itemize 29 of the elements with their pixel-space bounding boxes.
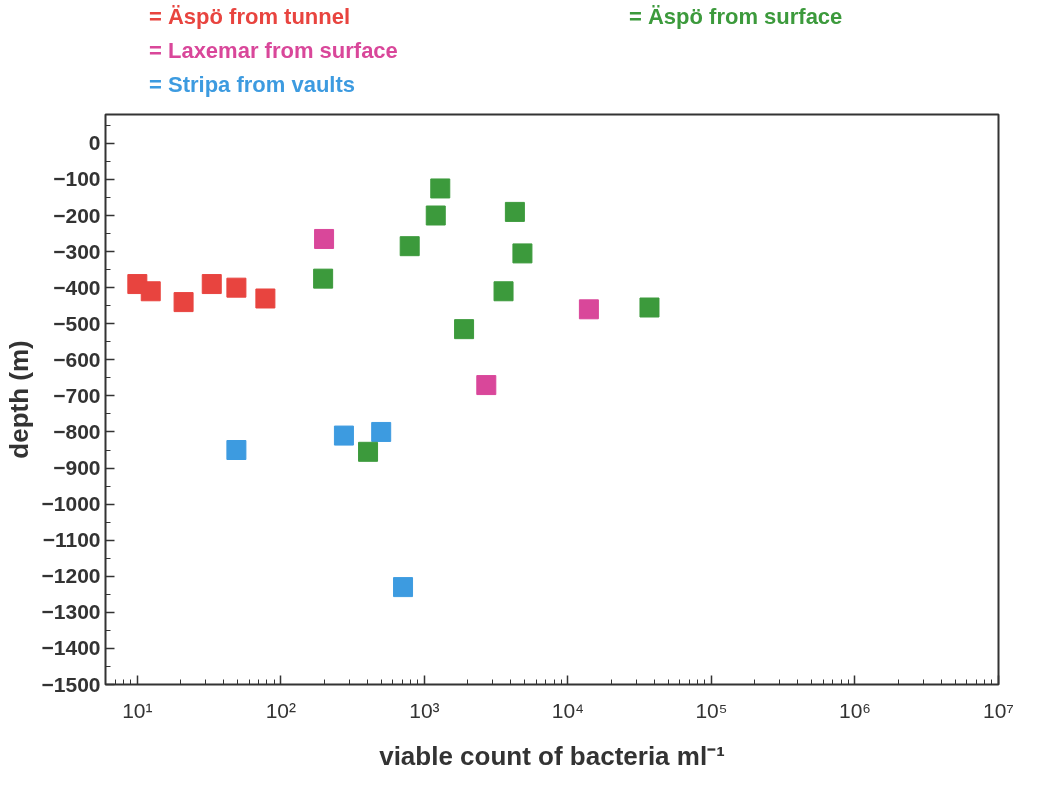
- x-tick-label: 10⁴: [551, 698, 585, 722]
- y-tick-label: −1300: [41, 600, 101, 624]
- text: = Laxemar from surface: [149, 38, 398, 64]
- y-tick-label: −300: [53, 239, 101, 263]
- y-tick-label: −600: [53, 347, 101, 371]
- x-tick-label: 10⁷: [983, 698, 1014, 722]
- y-tick-label: −900: [53, 456, 101, 480]
- x-tick-label: 10¹: [122, 698, 153, 722]
- y-tick-label: 0: [88, 131, 101, 155]
- x-tick-label: 10²: [265, 698, 297, 722]
- y-tick-label: −400: [53, 275, 101, 299]
- text: = Stripa from vaults: [149, 72, 356, 98]
- y-tick-label: −1500: [41, 672, 101, 696]
- y-tick-label: −1000: [41, 492, 101, 516]
- text: = Äspö from tunnel: [149, 4, 351, 30]
- text: = Äspö from surface: [629, 4, 843, 30]
- y-tick-label: −800: [53, 419, 101, 443]
- y-tick-label: −1400: [41, 636, 101, 660]
- x-tick-label: 10⁶: [838, 698, 871, 722]
- y-tick-label: −500: [53, 311, 101, 335]
- y-tick-label: −700: [53, 383, 101, 407]
- x-axis-title: viable count of bacteria ml⁻¹: [379, 740, 725, 771]
- y-tick-label: −1100: [42, 528, 101, 552]
- x-tick-label: 10⁵: [695, 698, 728, 722]
- x-tick-label: 10³: [409, 698, 440, 722]
- y-tick-label: −100: [53, 167, 101, 191]
- y-tick-label: −200: [53, 203, 101, 227]
- y-tick-label: −1200: [41, 564, 101, 588]
- y-axis-title: depth (m): [3, 340, 34, 459]
